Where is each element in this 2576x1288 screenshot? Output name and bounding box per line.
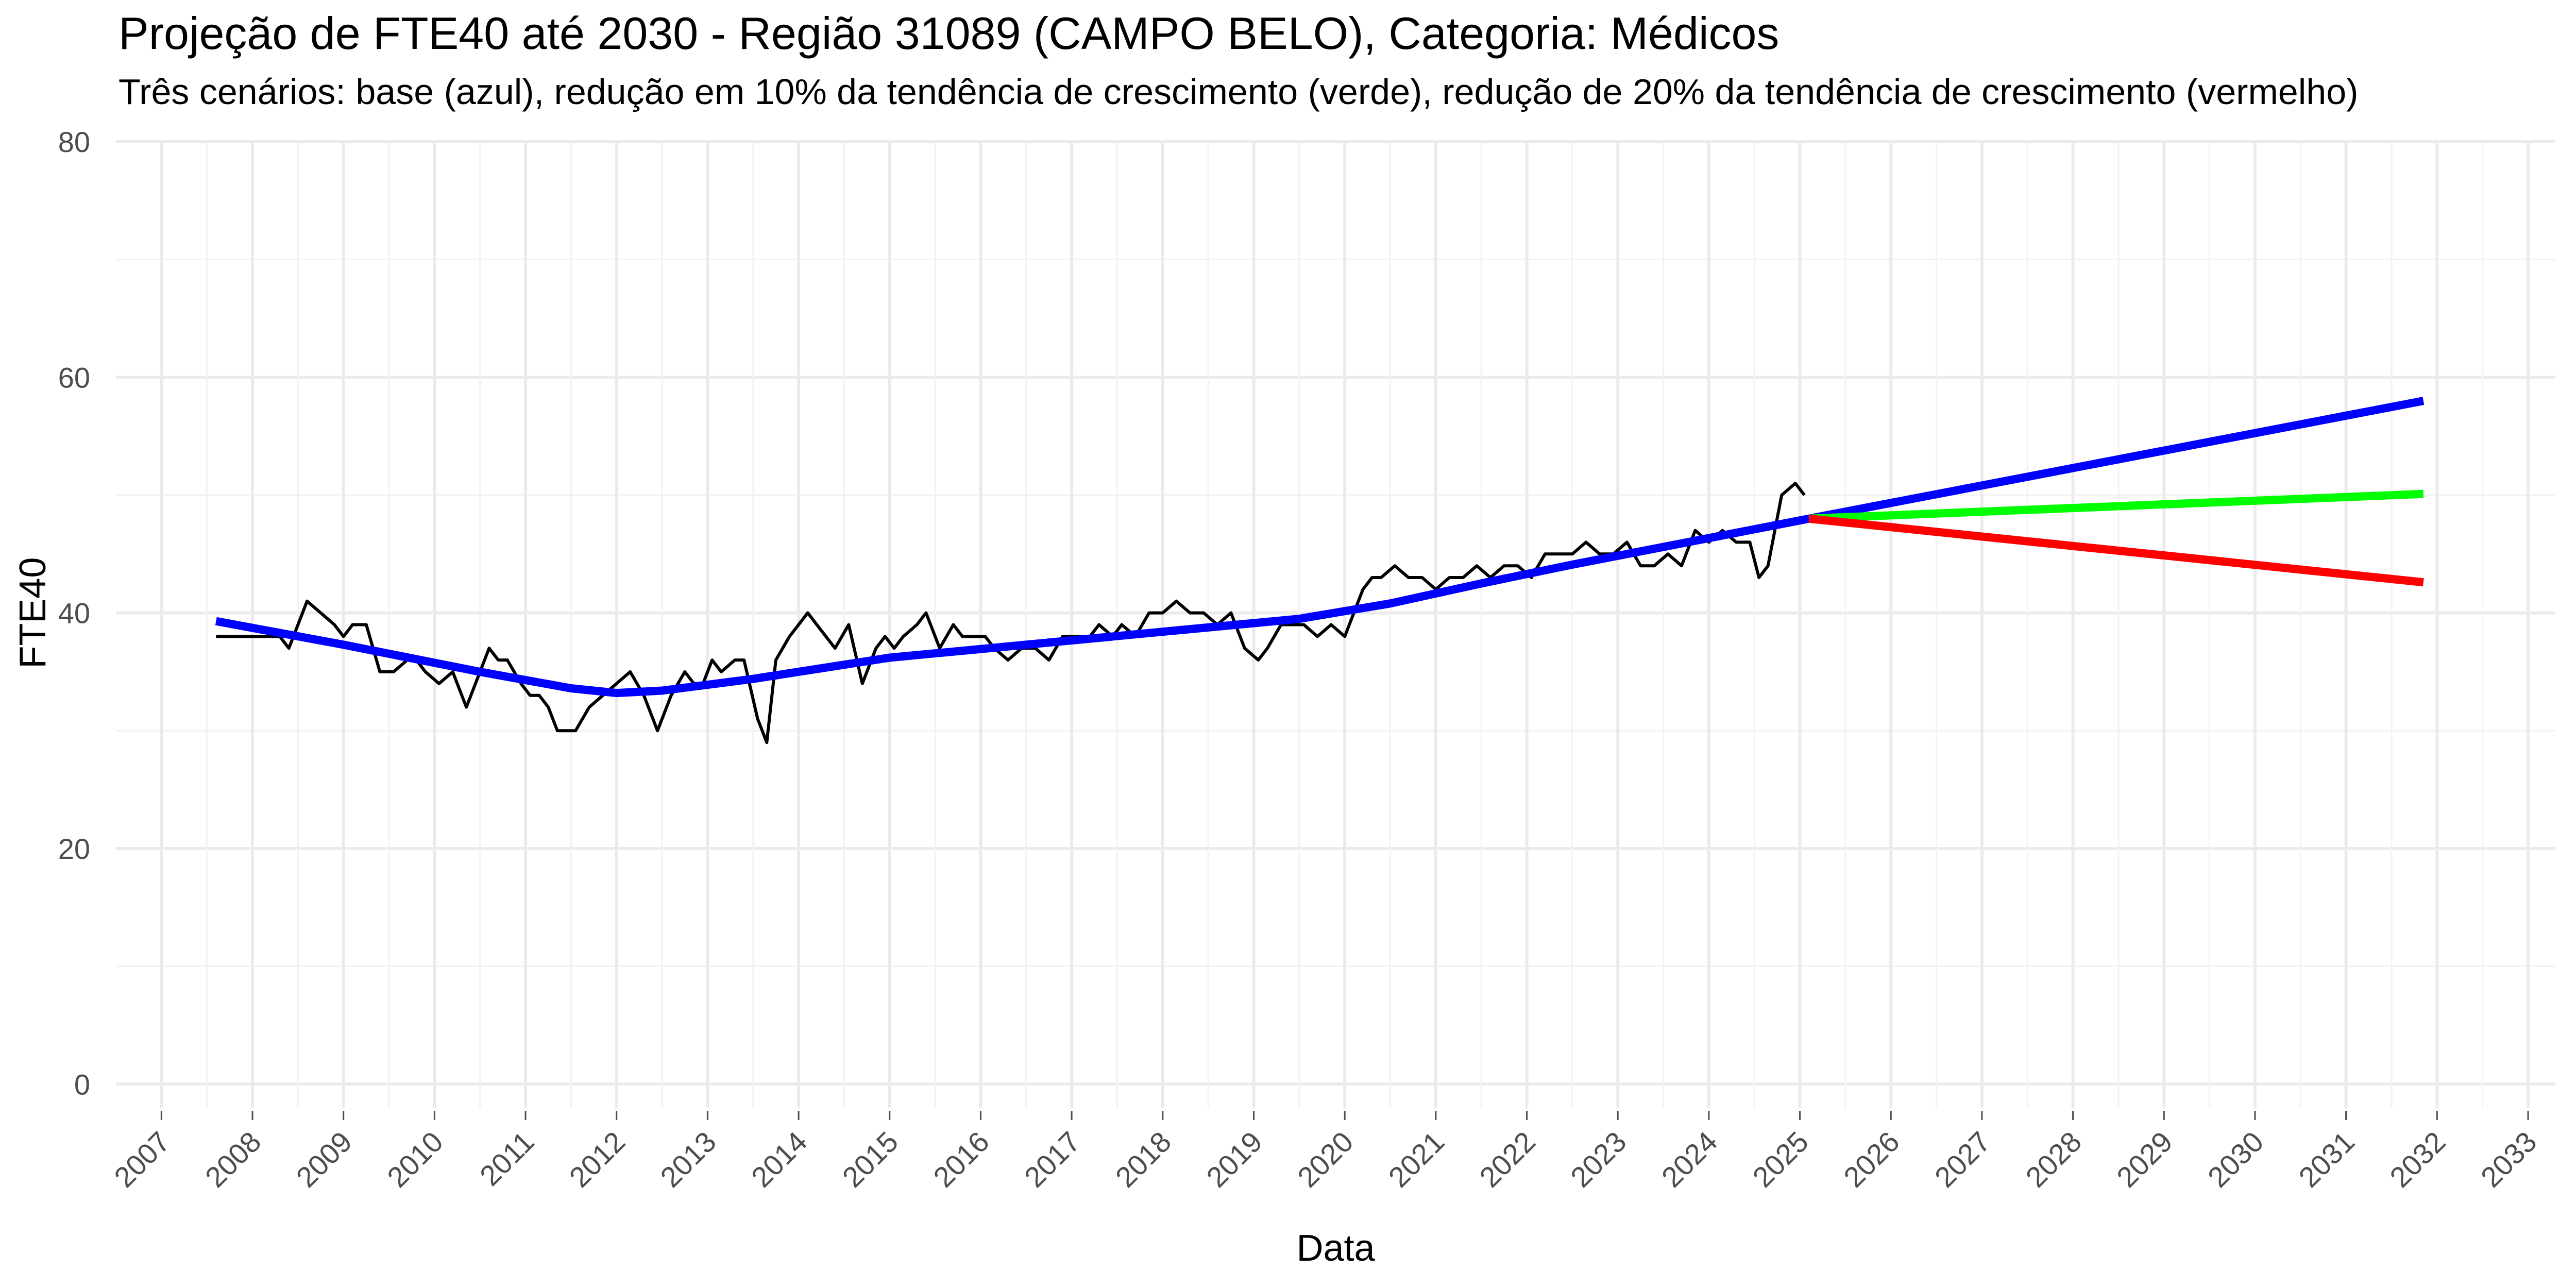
chart-subtitle: Três cenários: base (azul), redução em 1… [118,72,2359,112]
projection-series-line-2 [1808,397,2425,523]
x-tick-label: 2031 [2292,1125,2361,1194]
x-axis-title: Data [1296,1228,1375,1269]
x-tick-label: 2024 [1655,1125,1724,1194]
x-tick-label: 2025 [1746,1125,1815,1194]
x-tick-label: 2012 [563,1125,632,1194]
x-tick-label: 2010 [381,1125,449,1194]
x-tick-label: 2026 [1837,1125,1906,1194]
y-axis-title: FTE40 [12,557,54,669]
y-tick-label: 20 [58,833,90,865]
y-tick-label: 0 [74,1068,90,1100]
x-tick-label: 2020 [1291,1125,1360,1194]
y-tick-label: 60 [58,361,90,394]
projection-series-line-3 [1808,489,2424,523]
x-tick-label: 2032 [2383,1125,2452,1194]
x-tick-label: 2009 [290,1125,359,1194]
y-tick-label: 40 [58,597,90,630]
x-tick-label: 2018 [1109,1125,1178,1194]
y-tick-label: 80 [58,126,90,158]
projection-series-line-4 [1808,514,2424,587]
x-tick-label: 2017 [1018,1125,1087,1194]
x-tick-label: 2028 [2019,1125,2088,1194]
x-tick-label: 2007 [108,1125,176,1194]
x-tick-label: 2016 [927,1125,995,1194]
x-tick-label: 2022 [1473,1125,1541,1194]
chart-title: Projeção de FTE40 até 2030 - Região 3108… [118,8,1780,59]
x-tick-label: 2027 [1928,1125,1997,1194]
projection-series-line-1 [215,514,1810,698]
x-tick-label: 2011 [473,1125,540,1192]
series-layer [215,397,2425,744]
x-tick-label: 2023 [1564,1125,1633,1194]
x-tick-label: 2033 [2475,1125,2543,1194]
x-tick-label: 2029 [2110,1125,2179,1194]
x-tick-label: 2030 [2201,1125,2270,1194]
x-tick-label: 2013 [654,1125,722,1194]
x-tick-label: 2014 [745,1125,814,1194]
x-tick-label: 2015 [836,1125,905,1194]
grid-layer [116,140,2555,1108]
x-tick-label: 2019 [1200,1125,1268,1194]
x-tick-label: 2021 [1382,1125,1451,1194]
x-tick-label: 2008 [199,1125,267,1194]
